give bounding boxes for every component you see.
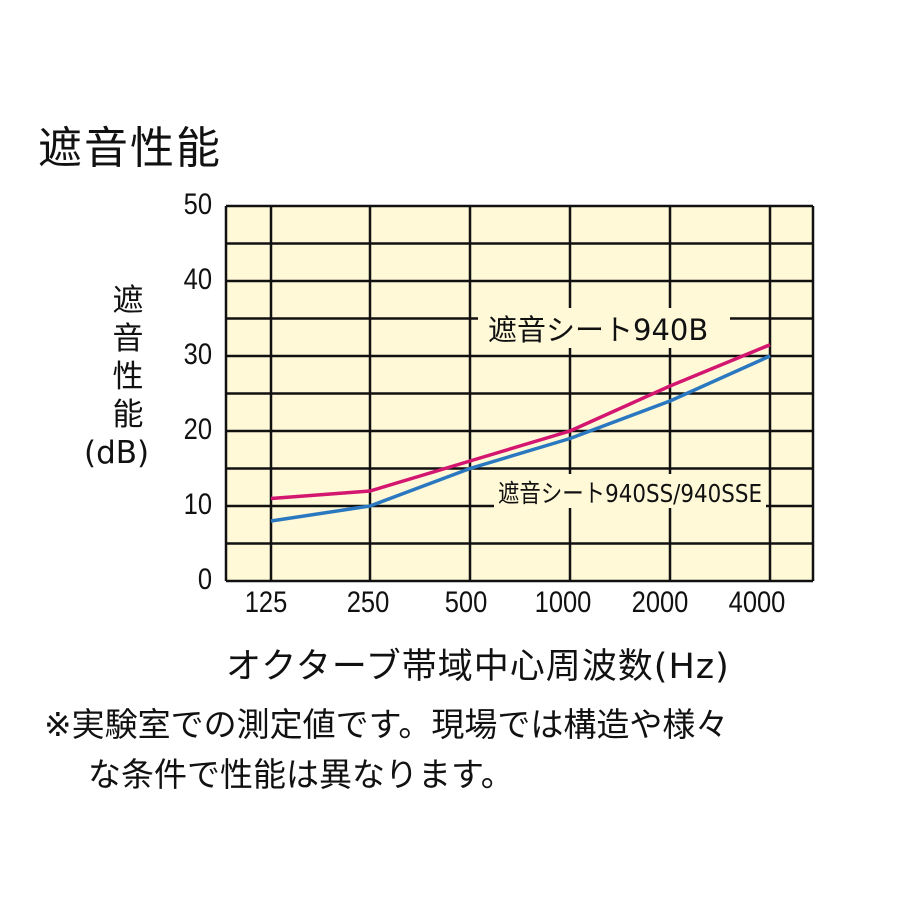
y-tick-20: 20: [183, 413, 212, 446]
y-axis-unit: (dB): [84, 435, 150, 471]
y-axis-label-char: 性: [112, 359, 144, 395]
y-tick-50: 50: [183, 188, 212, 221]
series-line-940b: [270, 343, 771, 501]
chart-title: 遮音性能: [38, 123, 222, 174]
label-bg-940b: [478, 308, 730, 348]
x-tick-125: 125: [244, 586, 288, 619]
x-axis-label: オクターブ帯域中心周波数(Hz): [226, 647, 730, 687]
y-axis-label: 遮 音 性 能 (dB): [84, 282, 158, 472]
y-axis-label-char: 能: [112, 397, 144, 433]
x-tick-4000: 4000: [728, 586, 786, 619]
y-tick-10: 10: [183, 488, 212, 521]
x-tick-500: 500: [444, 586, 488, 619]
y-tick-30: 30: [183, 338, 212, 371]
series-label-940ss: 遮音シート940SS/940SSE: [498, 479, 762, 508]
y-axis-label-char: 遮: [112, 283, 144, 319]
x-tick-2000: 2000: [631, 586, 689, 619]
x-tick-1000: 1000: [534, 586, 592, 619]
y-axis-label-char: 音: [112, 321, 144, 357]
label-bg-940ss: [494, 474, 766, 508]
series-line-940ss: [270, 354, 771, 523]
y-tick-40: 40: [183, 263, 212, 296]
y-tick-0: 0: [197, 563, 212, 596]
footnote: ※実験室での測定値です。現場では構造や様々 な条件で性能は異なります。: [44, 700, 728, 800]
grid-lines: [224, 204, 815, 583]
footnote-line-1: ※実験室での測定値です。現場では構造や様々: [44, 705, 729, 744]
footnote-line-2: な条件で性能は異なります。: [88, 755, 514, 794]
x-tick-250: 250: [346, 586, 390, 619]
series-label-940b: 遮音シート940B: [488, 313, 708, 347]
